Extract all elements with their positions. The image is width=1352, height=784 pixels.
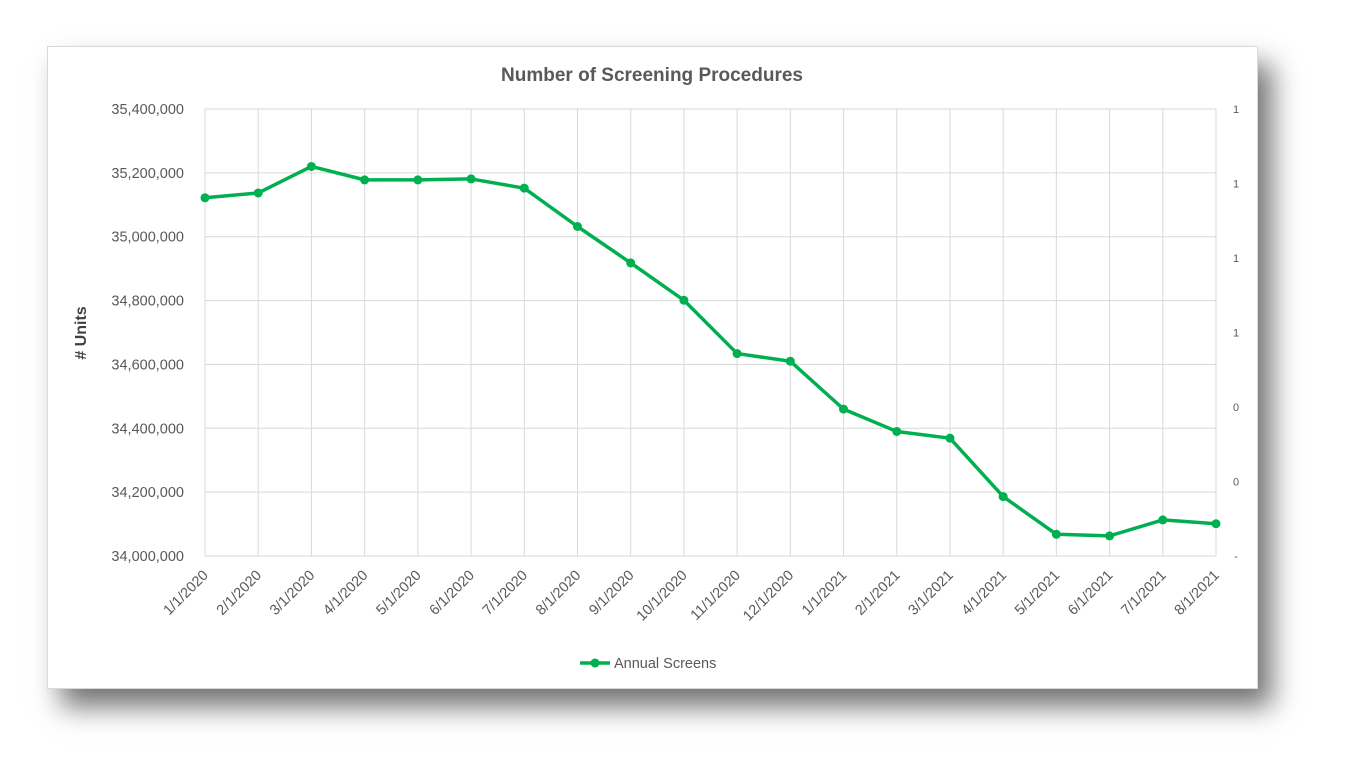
x-tick-label: 5/1/2021 [1012,568,1063,619]
data-point [519,183,529,193]
series-line [203,164,1218,538]
data-point [306,161,316,171]
data-point [1051,529,1061,539]
data-point [200,193,210,203]
x-tick-label: 8/1/2020 [533,568,584,619]
legend-label: Annual Screens [614,656,716,672]
y2-tick-label: 0 [1233,402,1239,414]
x-tick-label: 7/1/2020 [480,568,531,619]
y-tick-label: 34,400,000 [111,421,184,437]
chart-title: Number of Screening Procedures [501,65,803,86]
y-tick-label: 34,600,000 [111,357,184,373]
x-tick-label: 9/1/2020 [586,568,637,619]
y-axis-label: # Units [73,306,90,359]
data-point [839,404,849,414]
y2-tick-label: 1 [1233,328,1239,340]
y-tick-label: 35,400,000 [111,102,184,118]
data-point [626,258,636,268]
x-tick-label: 3/1/2020 [267,568,318,619]
y2-tick-label: 1 [1233,104,1239,116]
y2-tick-label: 1 [1233,253,1239,265]
y2-tick-label: 0 [1233,477,1239,489]
legend-point-marker [590,658,600,668]
y-tick-label: 34,200,000 [111,485,184,501]
data-point [998,492,1008,502]
data-point [945,433,955,443]
data-point [1105,531,1115,541]
y-tick-label: 34,800,000 [111,294,184,310]
x-tick-label: 4/1/2020 [320,568,371,619]
data-point [679,295,689,305]
y-tick-label: 35,000,000 [111,230,184,246]
data-point [466,174,476,184]
x-tick-label: 7/1/2021 [1118,568,1169,619]
data-point [413,175,423,185]
x-tick-label: 1/1/2020 [161,568,212,619]
y-tick-label: 35,200,000 [111,166,184,182]
x-tick-label: 2/1/2020 [214,568,265,619]
data-point [1158,515,1168,525]
x-tick-label: 6/1/2020 [427,568,478,619]
data-point [785,356,795,366]
x-tick-label: 5/1/2020 [373,568,424,619]
x-tick-label: 2/1/2021 [852,568,903,619]
y-tick-label: 34,000,000 [111,549,184,565]
data-point [253,188,263,198]
x-tick-label: 6/1/2021 [1065,568,1116,619]
x-tick-label: 12/1/2020 [740,568,797,625]
x-tick-label: 11/1/2020 [688,568,744,624]
series-annual-screens [200,161,1221,541]
legend: Annual Screens [580,656,716,672]
data-point [892,426,902,436]
x-tick-label: 8/1/2021 [1172,568,1223,619]
x-tick-label: 3/1/2021 [906,568,957,619]
data-point [732,349,742,359]
data-point [1211,519,1221,529]
y2-tick-label: - [1234,551,1238,563]
x-tick-label: 10/1/2020 [634,568,691,625]
x-tick-label: 4/1/2021 [959,568,1010,619]
data-point [360,175,370,185]
y2-tick-label: 1 [1233,179,1239,191]
gridlines [204,108,1217,557]
x-tick-label: 1/1/2021 [799,568,850,619]
data-point [572,221,582,231]
